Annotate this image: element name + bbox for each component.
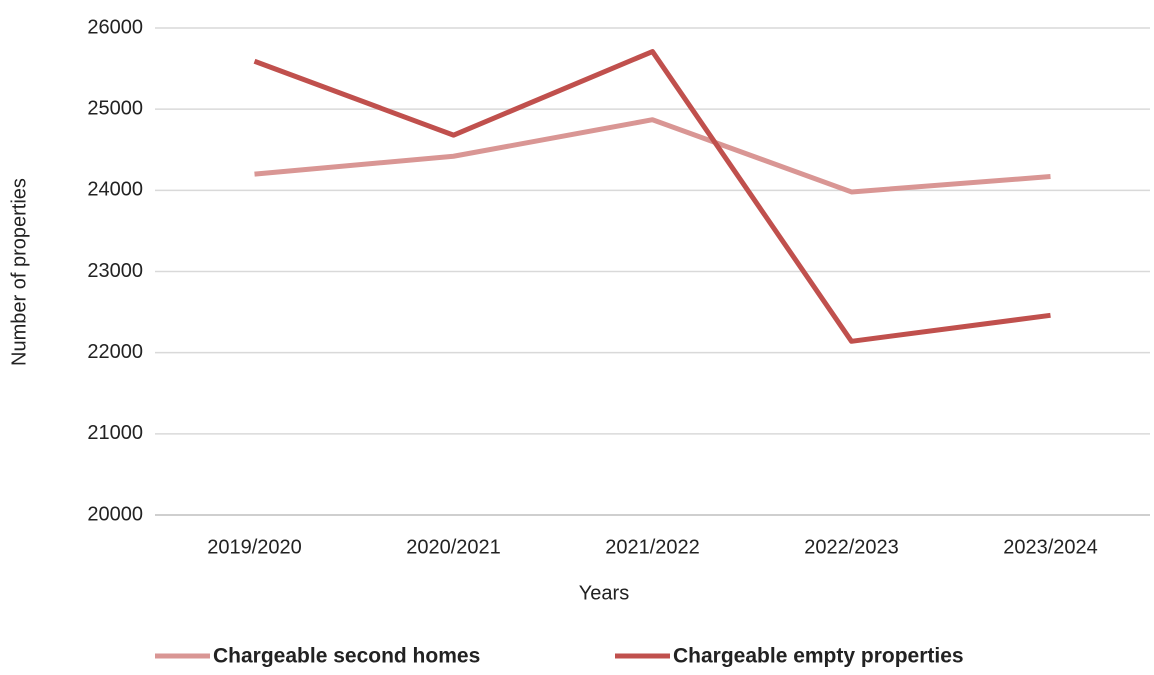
y-tick-label: 25000: [87, 97, 143, 119]
x-axis-title: Years: [579, 582, 629, 604]
y-tick-label: 26000: [87, 16, 143, 38]
x-tick-label: 2022/2023: [804, 536, 899, 558]
y-tick-label: 21000: [87, 422, 143, 444]
legend-label: Chargeable second homes: [213, 645, 480, 668]
x-tick-label: 2020/2021: [406, 536, 501, 558]
x-tick-label: 2021/2022: [605, 536, 700, 558]
x-tick-label: 2019/2020: [207, 536, 302, 558]
y-tick-label: 22000: [87, 341, 143, 363]
series-line: [254, 117, 1051, 195]
y-tick-label: 24000: [87, 179, 143, 201]
y-tick-label: 23000: [87, 260, 143, 282]
legend-label: Chargeable empty properties: [673, 645, 964, 668]
y-tick-label: 20000: [87, 503, 143, 525]
y-axis-title: Number of properties: [8, 178, 30, 366]
x-tick-label: 2023/2024: [1003, 536, 1098, 558]
series-line: [253, 49, 1051, 344]
